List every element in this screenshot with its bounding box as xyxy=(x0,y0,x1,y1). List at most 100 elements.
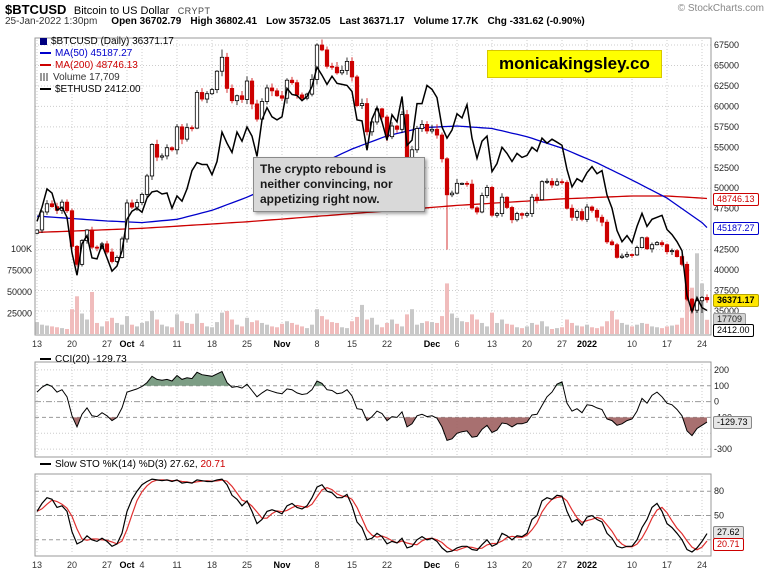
vertical-gridlines xyxy=(36,40,703,554)
svg-text:13: 13 xyxy=(487,339,497,349)
svg-text:Oct: Oct xyxy=(119,560,134,570)
legend-label: $ETHUSD 2412.00 xyxy=(55,84,141,95)
svg-text:52500: 52500 xyxy=(714,163,739,173)
svg-text:13: 13 xyxy=(487,560,497,570)
svg-text:10: 10 xyxy=(627,560,637,570)
legend-row: $ETHUSD 2412.00 xyxy=(40,84,174,96)
svg-text:50000: 50000 xyxy=(714,183,739,193)
source-credit: © StockCharts.com xyxy=(677,3,764,14)
svg-text:17: 17 xyxy=(662,339,672,349)
volume-bars xyxy=(35,253,709,334)
x-axis-labels: 13 20 27 Oct 4 11 18 25 Nov 8 15 22 Dec 6 13 20 27 2022 10… xyxy=(32,339,707,570)
ma50-line xyxy=(36,125,708,229)
svg-text:75000: 75000 xyxy=(7,266,32,276)
svg-text:60000: 60000 xyxy=(714,101,739,111)
candlestick-icon xyxy=(40,37,47,45)
quote-high: High 36802.41 xyxy=(190,16,258,27)
svg-text:20: 20 xyxy=(67,560,77,570)
svg-text:8: 8 xyxy=(314,560,319,570)
svg-text:25000: 25000 xyxy=(7,309,32,319)
quote-volume: Volume 17.7K xyxy=(413,16,479,27)
last-value-badge: 36371.17 xyxy=(713,293,759,307)
svg-text:55000: 55000 xyxy=(714,142,739,152)
legend-label: Volume 17,709 xyxy=(53,72,120,83)
chart-header: $BTCUSD Bitcoin to US Dollar CRYPT © Sto… xyxy=(0,0,770,30)
sto-k-value: 27.62, xyxy=(169,459,201,470)
watermark-box: monicakingsley.co xyxy=(487,50,662,78)
svg-text:13: 13 xyxy=(32,339,42,349)
svg-text:37500: 37500 xyxy=(714,286,739,296)
datetime-label: 25-Jan-2022 1:30pm xyxy=(5,16,98,27)
svg-text:100K: 100K xyxy=(11,244,32,254)
svg-text:62500: 62500 xyxy=(714,81,739,91)
svg-text:22: 22 xyxy=(382,339,392,349)
quote-open: Open 36702.79 xyxy=(111,16,182,27)
svg-text:100: 100 xyxy=(714,381,729,391)
svg-text:2022: 2022 xyxy=(577,560,597,570)
cci-legend-label: CCI(20) -129.73 xyxy=(55,354,127,365)
eth-value-badge: 2412.00 xyxy=(713,324,754,337)
svg-text:4: 4 xyxy=(139,339,144,349)
legend-row: $BTCUSD (Daily) 36371.17 xyxy=(40,36,174,48)
svg-text:67500: 67500 xyxy=(714,40,739,50)
svg-text:27: 27 xyxy=(557,560,567,570)
line-icon xyxy=(40,64,51,67)
watermark-text: monicakingsley.co xyxy=(499,54,650,73)
legend-label: MA(50) 45187.27 xyxy=(55,48,133,59)
svg-text:10: 10 xyxy=(627,339,637,349)
svg-text:6: 6 xyxy=(454,560,459,570)
quote-chg: Chg -331.62 (-0.90%) xyxy=(487,16,585,27)
line-icon xyxy=(40,88,51,91)
ma200-line xyxy=(36,195,708,234)
svg-text:24: 24 xyxy=(697,560,707,570)
svg-text:4: 4 xyxy=(139,560,144,570)
legend-label: MA(200) 48746.13 xyxy=(55,60,138,71)
svg-text:18: 18 xyxy=(207,560,217,570)
svg-text:42500: 42500 xyxy=(714,245,739,255)
svg-text:6: 6 xyxy=(454,339,459,349)
svg-text:50: 50 xyxy=(714,511,724,521)
panel-borders xyxy=(34,37,712,557)
svg-text:0: 0 xyxy=(714,397,719,407)
svg-text:35000: 35000 xyxy=(714,306,739,316)
annotation-line: appetizing right now. xyxy=(260,192,380,206)
legend-label: $BTCUSD (Daily) 36371.17 xyxy=(51,36,174,47)
svg-text:25: 25 xyxy=(242,339,252,349)
svg-text:Nov: Nov xyxy=(273,560,290,570)
sto-legend: Slow STO %K(14) %D(3) 27.62, 20.71 xyxy=(40,459,225,470)
ma200-value-badge: 48746.13 xyxy=(713,192,759,206)
ticker-symbol: $BTCUSD xyxy=(5,2,67,17)
legend-row: MA(200) 48746.13 xyxy=(40,60,174,72)
svg-text:15: 15 xyxy=(347,560,357,570)
svg-text:8: 8 xyxy=(314,339,319,349)
cci-legend: CCI(20) -129.73 xyxy=(40,354,127,365)
legend-row: Volume 17,709 xyxy=(40,72,174,84)
svg-text:11: 11 xyxy=(172,560,181,570)
svg-text:2022: 2022 xyxy=(577,339,597,349)
svg-text:80: 80 xyxy=(714,486,724,496)
quote-last: Last 36371.17 xyxy=(339,16,405,27)
svg-text:40000: 40000 xyxy=(714,265,739,275)
svg-text:50000: 50000 xyxy=(7,287,32,297)
svg-text:11: 11 xyxy=(172,339,181,349)
line-icon xyxy=(40,358,51,361)
svg-text:Dec: Dec xyxy=(424,560,441,570)
exchange-label: CRYPT xyxy=(177,6,211,16)
quote-strip: Open 36702.79 High 36802.41 Low 35732.05 La… xyxy=(111,16,593,27)
price-axis-labels: 67500 65000 62500 60000 57500 55000 52500 50000… xyxy=(714,40,739,316)
svg-text:17: 17 xyxy=(662,560,672,570)
title-line: $BTCUSD Bitcoin to US Dollar CRYPT xyxy=(5,1,211,19)
svg-text:Nov: Nov xyxy=(273,339,290,349)
main-chart-legend: $BTCUSD (Daily) 36371.17 MA(50) 45187.27 M… xyxy=(40,36,174,96)
ma50-value-badge: 45187.27 xyxy=(713,221,759,235)
ticker-name: Bitcoin to US Dollar xyxy=(73,5,170,17)
svg-text:20: 20 xyxy=(522,339,532,349)
annotation-line: The crypto rebound is xyxy=(260,162,387,176)
volume-axis-labels: 100K 75000 50000 25000 xyxy=(7,244,32,319)
svg-text:-300: -300 xyxy=(714,444,732,454)
svg-text:18: 18 xyxy=(207,339,217,349)
svg-text:13: 13 xyxy=(32,560,42,570)
svg-text:Dec: Dec xyxy=(424,339,441,349)
